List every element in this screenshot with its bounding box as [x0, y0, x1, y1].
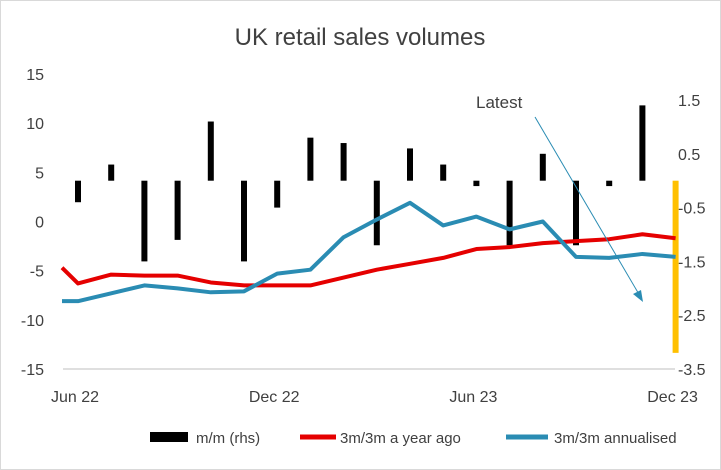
mm-bar [274, 180, 281, 208]
x-tick-label: Jun 23 [449, 389, 497, 406]
latest-arrowhead [633, 290, 643, 302]
right-tick-label: -2.5 [678, 308, 706, 325]
mm-bar [506, 180, 513, 246]
left-tick-label: 10 [26, 116, 44, 133]
latest-highlight-bar [672, 180, 679, 353]
line-annualised [62, 200, 676, 304]
mm-bar [307, 137, 314, 181]
mm-bar [473, 180, 480, 187]
mm-bar [573, 180, 579, 246]
mm-bar [75, 180, 81, 203]
line-series [60, 200, 676, 304]
mm-bar [639, 105, 646, 181]
latest-label: Latest [476, 93, 523, 112]
right-tick-label: -1.5 [678, 254, 706, 271]
x-tick-label: Dec 22 [249, 389, 300, 406]
mm-bar [207, 121, 214, 181]
left-tick-label: 15 [26, 67, 44, 84]
mm-bars [75, 105, 646, 262]
x-axis: Jun 22 Dec 22 Jun 23 Dec 23 [51, 389, 698, 406]
mm-bar [108, 164, 115, 181]
latest-annotation: Latest [476, 93, 643, 302]
left-tick-label: 0 [35, 215, 44, 232]
left-tick-label: 5 [35, 165, 44, 182]
line-year-ago [60, 232, 676, 288]
left-tick-label: -15 [21, 362, 44, 379]
right-tick-label: -3.5 [678, 362, 706, 379]
mm-bar [539, 153, 546, 181]
left-axis: -15 -10 -5 0 5 10 15 [21, 67, 44, 379]
legend: m/m (rhs) 3m/3m a year ago 3m/3m annuali… [150, 430, 677, 447]
mm-bar [241, 180, 247, 262]
mm-bar [141, 180, 148, 262]
legend-label-mm: m/m (rhs) [196, 430, 260, 447]
mm-bar [407, 148, 413, 181]
right-axis: -3.5 -2.5 -1.5 -0.5 0.5 1.5 [678, 93, 706, 379]
right-tick-label: -0.5 [678, 201, 706, 218]
left-tick-label: -5 [30, 264, 44, 281]
mm-bar [373, 180, 380, 246]
mm-bar [174, 180, 181, 240]
x-tick-label: Dec 23 [647, 389, 698, 406]
mm-bar [606, 180, 613, 187]
x-tick-label: Jun 22 [51, 389, 99, 406]
right-tick-label: 0.5 [678, 147, 700, 164]
chart-title: UK retail sales volumes [235, 24, 486, 51]
mm-bar [340, 143, 347, 181]
legend-swatch-mm [150, 432, 188, 442]
right-tick-label: 1.5 [678, 93, 700, 110]
left-tick-label: -10 [21, 313, 44, 330]
latest-arrow [534, 116, 641, 297]
legend-label-annualised: 3m/3m annualised [554, 430, 677, 447]
mm-bar [440, 164, 447, 181]
legend-label-yearago: 3m/3m a year ago [340, 430, 461, 447]
